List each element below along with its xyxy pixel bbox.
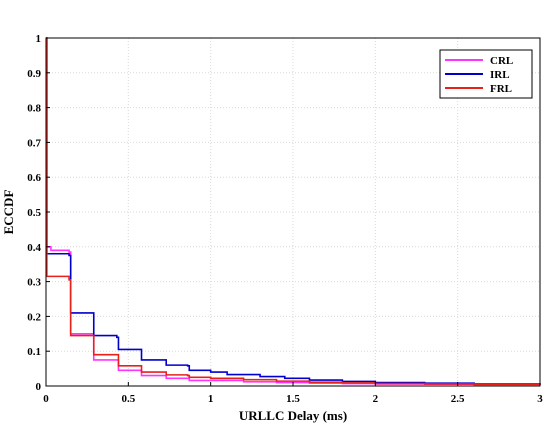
x-axis-label: URLLC Delay (ms) <box>239 408 347 423</box>
y-tick-label: 0.3 <box>27 277 41 289</box>
y-tick-label: 0.7 <box>27 137 41 149</box>
x-tick-label: 1 <box>208 393 214 405</box>
y-tick-label: 1 <box>36 33 42 45</box>
y-tick-label: 0.9 <box>27 68 41 80</box>
x-tick-label: 3 <box>537 393 543 405</box>
axis-ticks: 0 0.5 1 1.5 2 2.5 3 0 0.1 0.2 0.3 0.4 0.5 0.6 0.7 0.8 0.… <box>27 33 543 405</box>
x-tick-label: 0 <box>43 393 49 405</box>
y-tick-label: 0.1 <box>27 346 41 358</box>
grid <box>46 38 540 386</box>
y-tick-label: 0 <box>36 381 42 393</box>
legend-label-crl: CRL <box>490 55 513 67</box>
x-tick-label: 0.5 <box>121 393 135 405</box>
legend-label-irl: IRL <box>490 69 510 81</box>
y-tick-label: 0.6 <box>27 172 41 184</box>
y-tick-label: 0.4 <box>27 242 41 254</box>
y-tick-label: 0.8 <box>27 103 41 115</box>
y-axis-label: ECCDF <box>1 190 16 235</box>
y-tick-label: 0.2 <box>27 311 41 323</box>
legend-label-frl: FRL <box>490 83 512 95</box>
legend: CRL IRL FRL <box>439 49 533 99</box>
x-tick-label: 2.5 <box>451 393 465 405</box>
x-tick-label: 1.5 <box>286 393 300 405</box>
y-tick-label: 0.5 <box>27 207 41 219</box>
series-line-irl <box>46 37 541 385</box>
x-tick-label: 2 <box>373 393 379 405</box>
